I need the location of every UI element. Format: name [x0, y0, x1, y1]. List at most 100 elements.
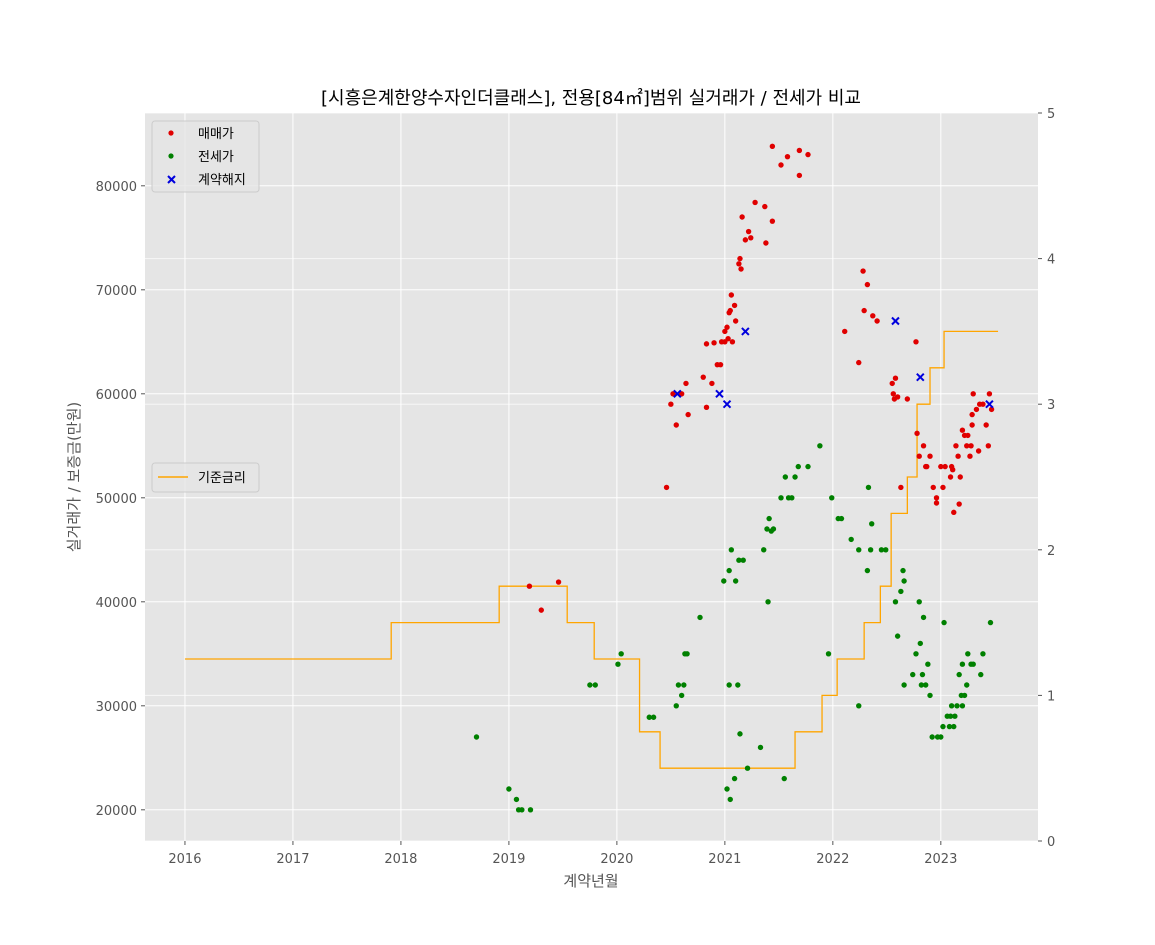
sale-point: [685, 411, 691, 418]
sale-point: [894, 394, 901, 400]
sale-point: [762, 203, 768, 210]
legend-label-jeonse: 전세가: [198, 150, 234, 165]
sale-point: [722, 328, 728, 335]
sale-point: [763, 240, 769, 246]
legend-marker-jeonse: [168, 153, 174, 159]
plot-area: [145, 113, 1038, 841]
cancel-marker-stroke: [715, 389, 724, 399]
jeonse-point: [856, 547, 862, 553]
jeonse-point: [817, 443, 823, 449]
jeonse-point: [901, 578, 907, 584]
cancel-marker: [916, 372, 925, 382]
legend-label-sale: 매매가: [198, 127, 234, 142]
jeonse-point: [919, 671, 926, 678]
sale-point: [890, 391, 897, 397]
legend-marker-sale: [168, 130, 174, 136]
sale-point: [728, 292, 735, 298]
sale-point: [731, 302, 738, 309]
sale-point: [709, 380, 715, 387]
sale-point: [940, 484, 946, 491]
jeonse-point: [770, 526, 777, 532]
sale-point: [988, 406, 995, 413]
jeonse-point: [947, 713, 954, 719]
sale-point: [724, 324, 730, 330]
jeonse-point: [987, 619, 994, 626]
jeonse-point: [838, 515, 845, 522]
points-layer: [473, 143, 995, 813]
sale-point: [670, 391, 676, 397]
sale-point: [683, 380, 689, 387]
jeonse-point: [913, 651, 919, 657]
sale-point: [703, 404, 710, 411]
cancel-marker-stroke: [916, 372, 925, 382]
rate-step-line: [184, 330, 999, 769]
sale-point: [769, 218, 776, 224]
sale-point: [861, 307, 867, 314]
sale-point: [924, 463, 930, 470]
y-axis: 20000 30000 40000 50000 60000 70000 80000: [96, 180, 145, 819]
y-axis-label: 실거래가 / 보증금(만원): [65, 402, 83, 553]
sale-point: [748, 235, 754, 241]
jeonse-point: [765, 599, 771, 605]
jeonse-point: [728, 547, 735, 553]
x-axis: 2016 2017 2018 2019 2020 2021 2022 2023: [168, 841, 957, 867]
jeonse-point: [965, 651, 971, 657]
x-tick-label: 2022: [816, 852, 849, 867]
jeonse-point: [951, 723, 957, 730]
cancel-marker: [673, 389, 682, 399]
jeonse-point: [929, 734, 935, 740]
jeonse-point: [952, 713, 958, 719]
jeonse-point: [938, 734, 944, 740]
y-tick-label: 50000: [96, 492, 137, 507]
sale-point: [742, 237, 749, 243]
cancel-marker: [722, 399, 732, 409]
jeonse-point: [892, 599, 899, 605]
jeonse-point: [675, 682, 682, 688]
y2-tick-label: 3: [1047, 398, 1055, 413]
jeonse-point: [673, 703, 679, 709]
jeonse-point: [883, 547, 889, 553]
sale-point: [892, 375, 899, 381]
sale-point: [980, 401, 986, 407]
y2-tick-label: 4: [1047, 253, 1055, 268]
jeonse-point: [956, 671, 962, 678]
jeonse-point: [781, 775, 787, 782]
jeonse-point: [900, 567, 906, 574]
sale-point: [986, 391, 993, 397]
sale-point: [913, 339, 919, 345]
jeonse-point: [646, 714, 652, 720]
jeonse-point: [865, 484, 872, 491]
x-tick-label: 2021: [708, 852, 741, 867]
jeonse-point: [867, 547, 874, 553]
jeonse-point: [726, 682, 732, 688]
sale-point: [769, 143, 776, 149]
jeonse-point: [587, 682, 593, 688]
jeonse-point: [948, 703, 955, 709]
cancel-marker: [715, 389, 724, 399]
sale-point: [717, 361, 724, 368]
sale-point: [914, 430, 920, 437]
sale-point: [889, 380, 895, 387]
sale-point: [736, 261, 742, 267]
jeonse-point: [869, 521, 875, 527]
jeonse-point: [721, 578, 727, 584]
jeonse-point: [959, 703, 966, 709]
sale-point: [700, 374, 706, 380]
x-tick-label: 2020: [600, 852, 633, 867]
legend-marker-cancel: [167, 175, 176, 184]
sale-point: [967, 453, 973, 459]
jeonse-point: [618, 651, 624, 657]
legend-rate-box: [151, 462, 260, 493]
sale-point: [916, 453, 922, 459]
sale-point: [727, 307, 733, 314]
jeonse-point: [736, 557, 742, 563]
jeonse-point: [732, 578, 739, 584]
y2-axis: 0 1 2 3 4 5: [1038, 107, 1055, 850]
jeonse-point: [519, 807, 525, 813]
jeonse-point: [964, 682, 970, 688]
jeonse-point: [764, 526, 770, 532]
sale-point: [711, 340, 717, 346]
y2-tick-label: 0: [1047, 835, 1055, 850]
y-tick-label: 60000: [96, 388, 137, 403]
jeonse-point: [894, 633, 901, 639]
